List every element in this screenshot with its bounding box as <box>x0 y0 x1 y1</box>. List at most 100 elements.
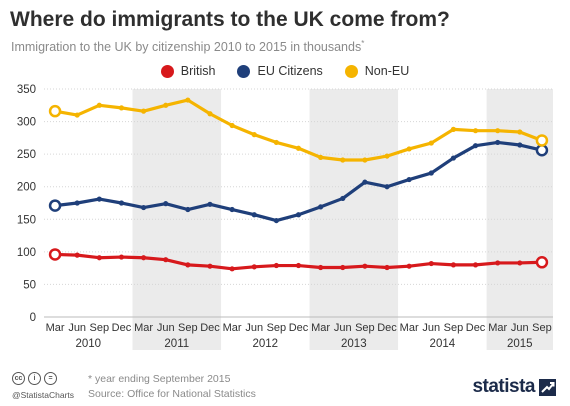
data-point-british <box>251 264 257 270</box>
x-tick-label: Sep <box>90 322 110 334</box>
data-point-eu-citizens <box>450 155 457 161</box>
data-point-british <box>140 255 147 261</box>
data-point-non-eu <box>495 128 501 134</box>
attribution-icon: i <box>28 372 41 385</box>
statista-logo-text: statista <box>472 376 535 397</box>
legend-label-british: British <box>180 64 216 78</box>
data-point-british <box>340 264 346 271</box>
legend-item-british: British <box>160 64 216 78</box>
x-tick-label: Mar <box>46 322 65 334</box>
data-point-non-eu <box>251 132 257 138</box>
data-point-non-eu <box>207 111 213 117</box>
x-tick-label: Dec <box>289 322 309 334</box>
x-tick-label: Mar <box>223 322 242 334</box>
year-label: 2012 <box>253 338 279 350</box>
x-tick-label: Sep <box>178 322 198 334</box>
data-point-eu-citizens <box>362 179 368 185</box>
data-point-british <box>517 260 523 266</box>
data-point-british <box>207 263 213 269</box>
data-point-non-eu <box>96 102 102 108</box>
subtitle-footnote-mark: * <box>361 39 365 48</box>
data-point-british <box>384 264 390 271</box>
data-point-eu-citizens <box>384 184 390 190</box>
data-point-non-eu <box>48 104 62 118</box>
legend-dot-british-icon <box>160 64 174 78</box>
data-point-british <box>48 248 62 261</box>
data-point-british <box>185 262 191 268</box>
legend-label-non-eu: Non-EU <box>364 64 410 78</box>
subtitle-text: Immigration to the UK by citizenship 201… <box>11 40 362 55</box>
x-tick-label: Dec <box>377 322 397 334</box>
y-tick-label: 350 <box>17 84 36 96</box>
statista-logo-icon <box>539 378 556 396</box>
data-point-non-eu <box>185 97 191 103</box>
license-icons: cc i = <box>12 372 57 385</box>
data-point-eu-citizens <box>495 139 501 146</box>
x-tick-label: Jun <box>422 322 440 334</box>
data-point-british <box>428 260 434 267</box>
data-point-non-eu <box>295 145 302 151</box>
x-tick-label: Sep <box>267 322 287 334</box>
statista-logo[interactable]: statista <box>472 376 556 398</box>
data-point-eu-citizens <box>163 201 169 207</box>
no-derivatives-icon: = <box>44 372 57 385</box>
data-point-british <box>295 262 302 269</box>
data-point-eu-citizens <box>251 212 257 218</box>
data-point-non-eu <box>362 157 368 163</box>
data-point-eu-citizens <box>406 176 412 183</box>
data-point-eu-citizens <box>140 204 147 211</box>
data-point-british <box>273 262 279 269</box>
chart-title: Where do immigrants to the UK come from? <box>10 8 450 31</box>
year-label: 2011 <box>164 338 189 350</box>
legend-item-eu: EU Citizens <box>237 64 323 78</box>
x-tick-label: Dec <box>200 322 220 334</box>
data-point-non-eu <box>406 146 412 152</box>
data-point-eu-citizens <box>273 217 279 224</box>
data-point-eu-citizens <box>185 206 191 213</box>
x-tick-label: Sep <box>444 322 464 334</box>
data-point-british <box>318 264 324 271</box>
x-tick-label: Dec <box>112 322 132 334</box>
y-tick-label: 0 <box>30 312 36 324</box>
data-point-non-eu <box>163 102 169 108</box>
source-note: Source: Office for National Statistics <box>88 388 256 400</box>
data-point-eu-citizens <box>295 212 302 218</box>
legend-dot-eu-icon <box>237 64 251 78</box>
legend: British EU Citizens Non-EU <box>0 64 570 78</box>
data-point-non-eu <box>384 153 390 159</box>
data-point-eu-citizens <box>229 206 235 213</box>
data-point-non-eu <box>229 122 235 129</box>
y-tick-label: 300 <box>17 117 36 129</box>
data-point-eu-citizens <box>472 143 479 149</box>
footnotes: * year ending September 2015 Source: Off… <box>88 372 256 402</box>
data-point-eu-citizens <box>318 204 324 210</box>
x-tick-label: Mar <box>488 322 507 334</box>
data-point-eu-citizens <box>340 195 346 202</box>
y-tick-label: 150 <box>17 214 36 226</box>
data-point-british <box>535 256 549 269</box>
data-point-non-eu <box>340 157 346 163</box>
data-point-non-eu <box>428 140 434 146</box>
y-tick-label: 100 <box>17 247 36 259</box>
y-tick-label: 200 <box>17 182 36 194</box>
data-point-non-eu <box>118 105 125 111</box>
legend-item-non-eu: Non-EU <box>344 64 410 78</box>
data-point-eu-citizens <box>517 142 523 148</box>
x-tick-label: Mar <box>311 322 330 334</box>
x-tick-label: Sep <box>355 322 375 334</box>
data-point-non-eu <box>273 139 279 146</box>
legend-label-eu: EU Citizens <box>257 64 323 78</box>
year-label: 2010 <box>75 338 101 350</box>
y-tick-label: 250 <box>17 149 36 161</box>
cc-icon: cc <box>12 372 25 385</box>
x-tick-label: Jun <box>157 322 175 334</box>
x-tick-label: Jun <box>511 322 529 334</box>
data-point-eu-citizens <box>207 201 213 207</box>
year-band-2015 <box>486 89 553 350</box>
social-handle: @StatistaCharts <box>12 390 75 400</box>
data-point-british <box>74 252 80 258</box>
data-point-eu-citizens <box>118 200 125 206</box>
legend-dot-non-eu-icon <box>344 64 358 78</box>
x-tick-label: Jun <box>68 322 86 334</box>
data-point-british <box>450 262 457 268</box>
